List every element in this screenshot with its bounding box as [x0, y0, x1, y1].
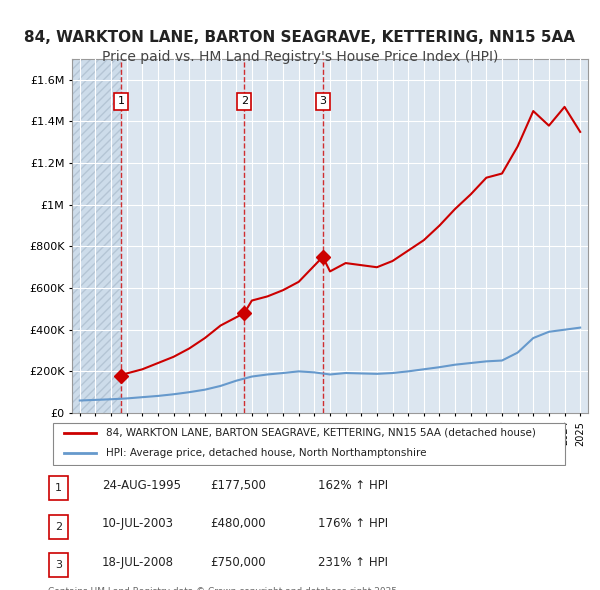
- Text: 10-JUL-2003: 10-JUL-2003: [102, 517, 174, 530]
- Text: 24-AUG-1995: 24-AUG-1995: [102, 479, 181, 492]
- Text: HPI: Average price, detached house, North Northamptonshire: HPI: Average price, detached house, Nort…: [106, 448, 427, 458]
- Text: £177,500: £177,500: [210, 479, 266, 492]
- FancyBboxPatch shape: [49, 514, 68, 539]
- Text: 84, WARKTON LANE, BARTON SEAGRAVE, KETTERING, NN15 5AA (detached house): 84, WARKTON LANE, BARTON SEAGRAVE, KETTE…: [106, 428, 536, 438]
- Text: 1: 1: [118, 97, 125, 106]
- FancyBboxPatch shape: [53, 422, 565, 465]
- Text: 1: 1: [55, 483, 62, 493]
- Bar: [72, 59, 121, 413]
- Text: 84, WARKTON LANE, BARTON SEAGRAVE, KETTERING, NN15 5AA: 84, WARKTON LANE, BARTON SEAGRAVE, KETTE…: [25, 30, 575, 44]
- Text: £750,000: £750,000: [210, 556, 266, 569]
- Text: Price paid vs. HM Land Registry's House Price Index (HPI): Price paid vs. HM Land Registry's House …: [102, 50, 498, 64]
- Text: 3: 3: [55, 560, 62, 570]
- Text: 2: 2: [55, 522, 62, 532]
- FancyBboxPatch shape: [49, 553, 68, 577]
- Text: £480,000: £480,000: [210, 517, 266, 530]
- FancyBboxPatch shape: [49, 476, 68, 500]
- Text: 2: 2: [241, 97, 248, 106]
- Text: 231% ↑ HPI: 231% ↑ HPI: [318, 556, 388, 569]
- Text: 162% ↑ HPI: 162% ↑ HPI: [318, 479, 388, 492]
- Text: Contains HM Land Registry data © Crown copyright and database right 2025.
This d: Contains HM Land Registry data © Crown c…: [48, 587, 400, 590]
- Text: 18-JUL-2008: 18-JUL-2008: [102, 556, 174, 569]
- Text: 176% ↑ HPI: 176% ↑ HPI: [318, 517, 388, 530]
- Text: 3: 3: [319, 97, 326, 106]
